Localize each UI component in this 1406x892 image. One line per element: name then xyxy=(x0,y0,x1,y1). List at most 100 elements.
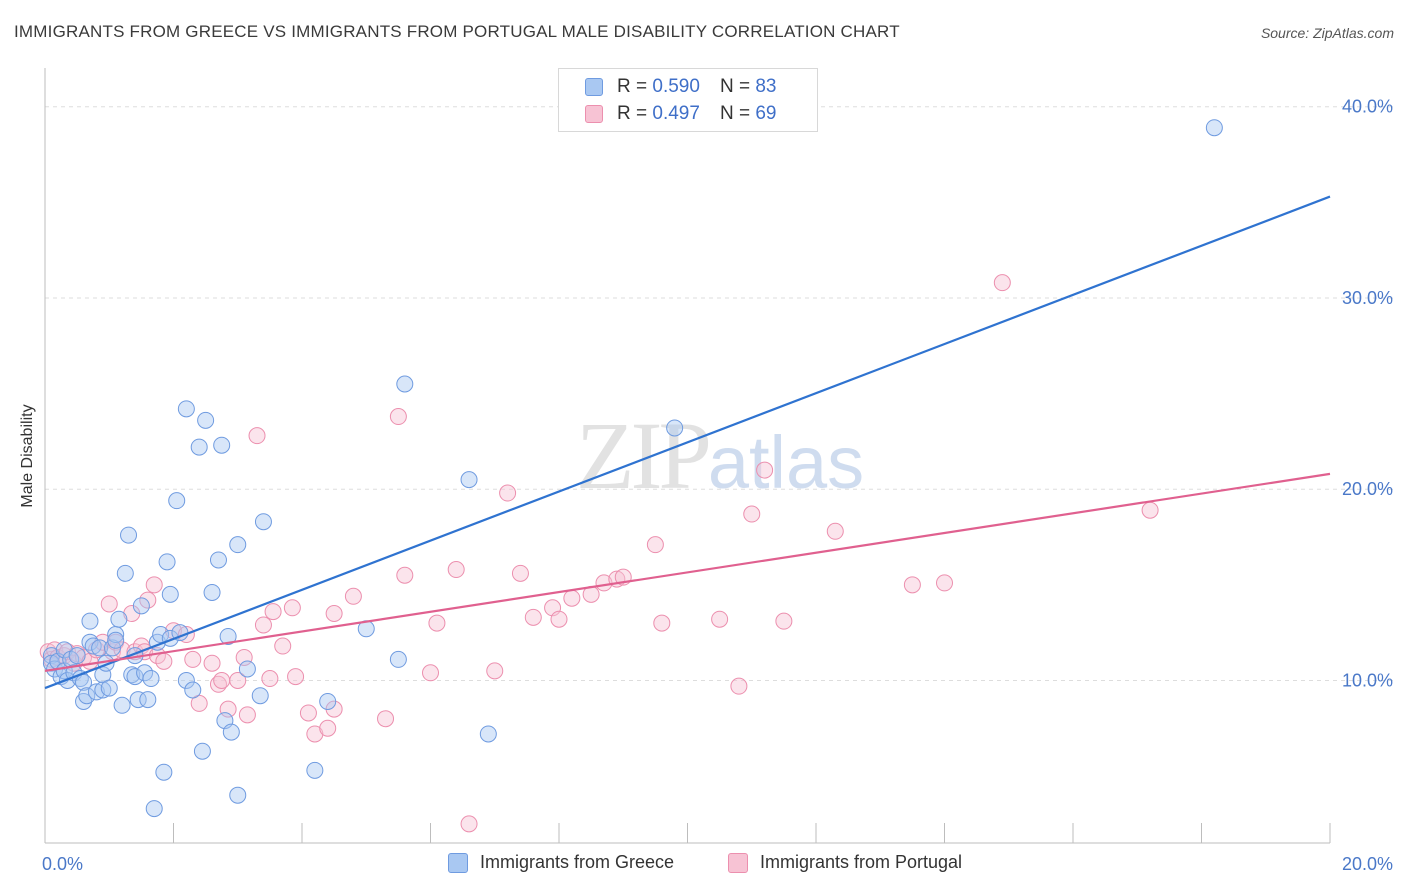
point-greece xyxy=(155,763,173,781)
point-portugal xyxy=(184,650,202,668)
point-portugal xyxy=(646,536,664,554)
point-portugal xyxy=(743,505,761,523)
point-greece xyxy=(87,683,105,701)
point-greece xyxy=(396,375,414,393)
point-portugal xyxy=(274,637,292,655)
x-tick-label: 20.0% xyxy=(1342,854,1393,874)
point-portugal xyxy=(325,605,343,622)
grid-lines xyxy=(45,106,1395,681)
watermark-atlas: atlas xyxy=(708,421,864,504)
point-portugal xyxy=(264,603,282,621)
point-portugal xyxy=(826,522,844,540)
point-greece xyxy=(107,631,125,649)
point-portugal xyxy=(730,677,748,695)
point-greece xyxy=(203,583,221,601)
point-portugal xyxy=(377,710,395,728)
point-greece xyxy=(152,626,170,644)
point-greece xyxy=(389,650,407,668)
point-portugal xyxy=(203,654,221,672)
point-portugal xyxy=(261,670,279,688)
correlation-legend: R = 0.590 N = 83 R = 0.497 N = 69 xyxy=(558,68,818,132)
legend-r-value-portugal: 0.497 xyxy=(652,103,700,124)
axes xyxy=(44,68,1331,844)
point-portugal xyxy=(229,671,247,689)
point-portugal xyxy=(422,664,439,682)
point-greece xyxy=(42,654,60,672)
point-greece xyxy=(238,660,256,678)
point-greece xyxy=(84,637,102,655)
point-greece xyxy=(190,438,208,456)
point-greece xyxy=(145,800,163,818)
point-portugal xyxy=(396,566,414,584)
point-greece xyxy=(222,723,240,741)
point-greece xyxy=(193,742,211,760)
point-portugal xyxy=(936,574,953,592)
point-greece xyxy=(177,671,195,689)
legend-r-label: R = xyxy=(617,76,648,97)
point-portugal xyxy=(248,427,266,445)
point-greece xyxy=(319,692,337,710)
point-portugal xyxy=(428,614,446,632)
source-label: Source: ZipAtlas.com xyxy=(1260,25,1394,41)
point-portugal xyxy=(903,576,921,594)
point-portugal xyxy=(460,815,478,833)
legend-n-label: N = xyxy=(719,76,751,97)
point-greece xyxy=(666,419,684,437)
point-greece xyxy=(120,526,138,544)
point-portugal xyxy=(283,599,301,617)
point-portugal xyxy=(711,610,729,628)
point-greece xyxy=(213,436,231,454)
point-greece xyxy=(479,725,497,743)
point-portugal xyxy=(447,561,465,579)
point-portugal xyxy=(213,671,231,689)
bottom-legend-portugal: Immigrants from Portugal xyxy=(728,852,962,873)
point-portugal xyxy=(42,650,60,668)
point-portugal xyxy=(139,591,157,609)
y-tick-label: 20.0% xyxy=(1342,479,1393,499)
point-greece xyxy=(197,411,215,429)
point-greece xyxy=(100,679,118,697)
legend-r-value-greece: 0.590 xyxy=(652,76,700,97)
point-greece xyxy=(116,564,134,582)
point-greece xyxy=(113,696,131,714)
y-tick-label: 40.0% xyxy=(1342,97,1393,117)
point-portugal xyxy=(344,587,362,605)
point-greece xyxy=(168,492,186,510)
point-greece xyxy=(251,687,269,705)
tick-labels: 10.0% 20.0% 30.0% 40.0% 0.0% 20.0% xyxy=(42,97,1393,874)
watermark: ZIPatlas xyxy=(576,402,864,509)
point-portugal xyxy=(319,719,337,737)
point-greece xyxy=(306,761,324,779)
point-greece xyxy=(161,585,179,603)
point-greece xyxy=(129,691,147,709)
legend-swatch-greece xyxy=(585,78,603,96)
point-portugal xyxy=(499,484,517,502)
point-greece xyxy=(132,597,150,615)
point-portugal xyxy=(993,274,1011,292)
x-tick-label: 0.0% xyxy=(42,854,83,874)
point-portugal xyxy=(238,706,256,724)
point-portugal xyxy=(155,652,173,670)
point-greece xyxy=(184,681,202,699)
point-portugal xyxy=(563,589,581,607)
point-greece xyxy=(177,400,195,418)
point-greece xyxy=(219,627,237,645)
point-greece xyxy=(209,551,227,569)
point-portugal xyxy=(145,576,163,594)
point-portugal xyxy=(389,408,407,426)
point-portugal xyxy=(299,704,317,722)
point-greece xyxy=(123,666,141,684)
trend-line-portugal xyxy=(44,472,1331,672)
point-greece xyxy=(142,670,160,688)
legend-swatch-portugal xyxy=(585,105,603,123)
point-greece xyxy=(229,786,247,804)
legend-n-value-greece: 83 xyxy=(755,76,777,97)
point-greece xyxy=(94,681,112,699)
legend-n-label: N = xyxy=(719,103,751,124)
point-portugal xyxy=(756,461,774,479)
point-greece xyxy=(68,647,86,665)
point-greece xyxy=(139,691,157,709)
point-greece xyxy=(254,513,272,531)
point-portugal xyxy=(100,595,118,613)
y-tick-label: 30.0% xyxy=(1342,288,1393,308)
